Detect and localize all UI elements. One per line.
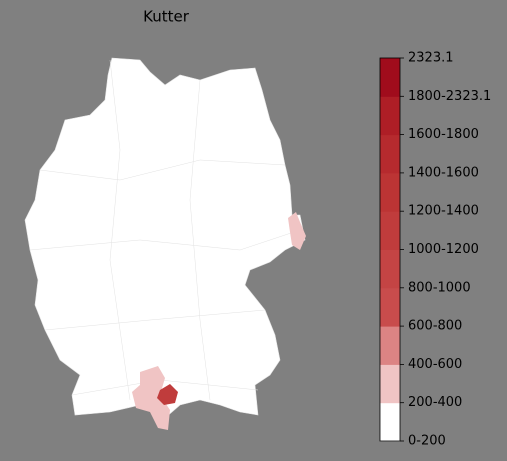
colorbar-label: 1200-1400 (408, 204, 479, 219)
colorbar-segment (380, 402, 400, 442)
colorbar-label: 2323.1 (408, 51, 454, 66)
colorbar-segment (380, 58, 400, 97)
colorbar: 0-200 200-400 400-600 600-800 800-1000 1000-1… (379, 51, 491, 449)
colorbar-label: 1600-1800 (408, 127, 479, 142)
colorbar-segment (380, 364, 400, 404)
colorbar-label: 400-600 (408, 357, 462, 372)
colorbar-label: 200-400 (408, 395, 462, 410)
colorbar-segment (380, 96, 400, 136)
colorbar-label: 0-200 (408, 434, 446, 449)
colorbar-label: 1000-1200 (408, 242, 479, 257)
colorbar-label: 800-1000 (408, 280, 471, 295)
germany-map (24, 57, 306, 430)
region-light (132, 366, 170, 430)
colorbar-segment (380, 134, 400, 174)
colorbar-label: 1800-2323.1 (408, 89, 491, 104)
colorbar-segment (380, 211, 400, 250)
country-outline (24, 57, 306, 419)
region-light (288, 212, 306, 250)
region-dark (157, 384, 178, 405)
colorbar-segment (380, 249, 400, 289)
colorbar-segment (380, 172, 400, 212)
colorbar-segment (380, 287, 400, 327)
map-title: Kutter (143, 8, 190, 26)
colorbar-segment (380, 326, 400, 365)
colorbar-label: 1400-1600 (408, 165, 479, 180)
colorbar-label: 600-800 (408, 319, 462, 334)
